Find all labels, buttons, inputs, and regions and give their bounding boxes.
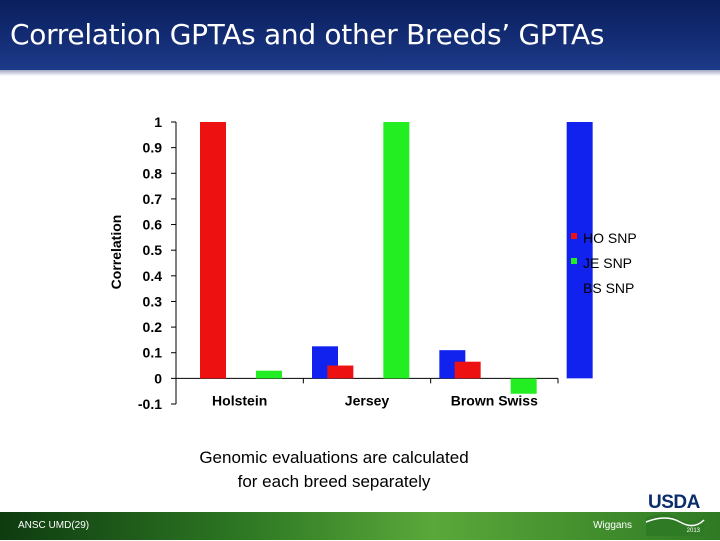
bar [383, 122, 410, 379]
caption-line-2: for each breed separately [237, 472, 431, 491]
legend-label: BS SNP [583, 280, 634, 296]
legend-label: JE SNP [583, 255, 632, 271]
y-axis-title: Correlation [108, 215, 124, 290]
y-tick-label: 0.5 [143, 242, 163, 258]
y-tick-label: 0.2 [143, 319, 163, 335]
y-tick-label: 0.3 [143, 293, 163, 309]
x-tick-label: Jersey [345, 392, 390, 408]
footer-author: Wiggans [593, 520, 632, 531]
y-tick-label: 0.1 [143, 345, 163, 361]
legend-label: HO SNP [583, 230, 637, 246]
bar [256, 370, 282, 379]
y-tick-label: 0.7 [143, 191, 163, 207]
y-tick-label: 0 [154, 370, 162, 386]
bar [566, 122, 593, 379]
x-tick-label: Brown Swiss [451, 392, 538, 408]
page-title: Correlation GPTAs and other Breeds’ GPTA… [10, 18, 605, 51]
bar [510, 378, 537, 394]
footer-slide-id: ANSC UMD(29) [18, 520, 90, 531]
bar-chart: 1 0.9 0.8 0.7 0.6 0.5 0.4 0.3 0.2 0.1 0 -0.1 Holstei… [108, 114, 637, 412]
usda-logo-icon [645, 514, 705, 536]
y-tick-label: -0.1 [138, 396, 162, 412]
usda-logo: USDA 2013 [644, 492, 706, 536]
legend-swatch [571, 258, 577, 264]
usda-logo-text: USDA [648, 492, 700, 513]
bar [200, 122, 226, 379]
y-tick-label: 1 [154, 114, 162, 130]
legend-swatch [571, 233, 577, 239]
footer-bar: ANSC UMD(29) Wiggans [0, 512, 720, 540]
y-tick-label: 0.6 [143, 217, 163, 233]
bar [327, 365, 354, 379]
caption: Genomic evaluations are calculated for e… [134, 446, 534, 494]
usda-logo-year: 2013 [686, 528, 700, 534]
x-tick-label: Holstein [212, 392, 267, 408]
legend-swatch [571, 283, 577, 289]
bar [454, 361, 481, 379]
y-tick-label: 0.9 [143, 140, 163, 156]
title-bar: Correlation GPTAs and other Breeds’ GPTA… [0, 0, 720, 76]
caption-line-1: Genomic evaluations are calculated [199, 448, 469, 467]
y-tick-label: 0.8 [143, 165, 163, 181]
y-tick-label: 0.4 [143, 268, 163, 284]
